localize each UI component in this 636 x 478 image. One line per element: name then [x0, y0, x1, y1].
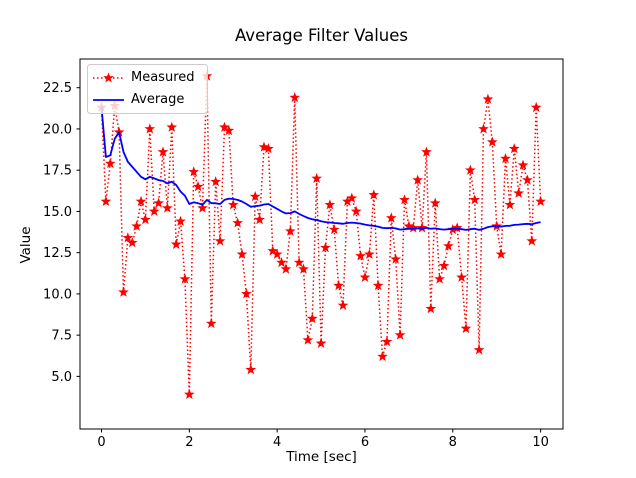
- x-tick-label: 10: [532, 435, 549, 450]
- x-tick-label: 8: [449, 435, 457, 450]
- y-tick-label: 5.0: [51, 370, 72, 385]
- x-axis-label: Time [sec]: [286, 449, 357, 465]
- x-tick-label: 0: [97, 435, 105, 450]
- y-tick-label: 22.5: [43, 81, 72, 96]
- chart-title: Average Filter Values: [234, 26, 409, 45]
- y-tick-label: 15.0: [43, 205, 72, 220]
- x-tick-label: 4: [273, 435, 281, 450]
- legend-label-measured: Measured: [131, 70, 195, 85]
- average-series-line: [100, 107, 541, 231]
- y-tick-label: 20.0: [43, 122, 72, 137]
- y-tick-label: 17.5: [43, 164, 72, 179]
- legend-label-average: Average: [131, 92, 185, 107]
- x-tick-label: 6: [361, 435, 369, 450]
- y-tick-label: 10.0: [43, 287, 72, 302]
- axes-spines: [79, 58, 564, 430]
- x-tick-label: 2: [185, 435, 193, 450]
- measured-series-markers: [96, 70, 546, 400]
- legend-box: [87, 64, 208, 114]
- y-axis-label: Value: [18, 226, 34, 264]
- y-tick-label: 7.5: [51, 329, 72, 344]
- measured-series-line: [100, 76, 542, 395]
- legend-measured-sample-marker: [103, 72, 114, 83]
- y-tick-label: 12.5: [43, 246, 72, 261]
